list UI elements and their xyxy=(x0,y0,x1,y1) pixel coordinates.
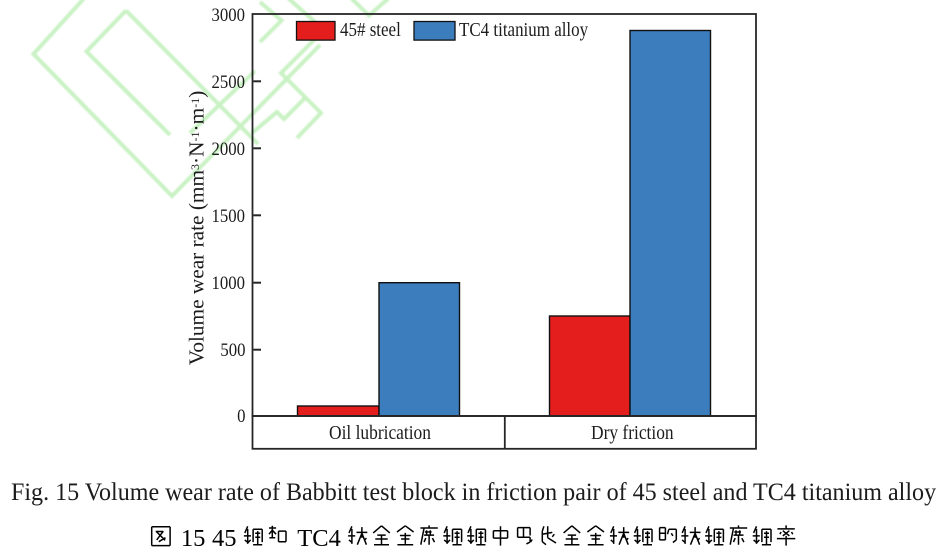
svg-text:TC4: TC4 xyxy=(297,525,341,552)
svg-text:15: 15 xyxy=(181,525,206,552)
svg-text:45: 45 xyxy=(212,525,237,552)
